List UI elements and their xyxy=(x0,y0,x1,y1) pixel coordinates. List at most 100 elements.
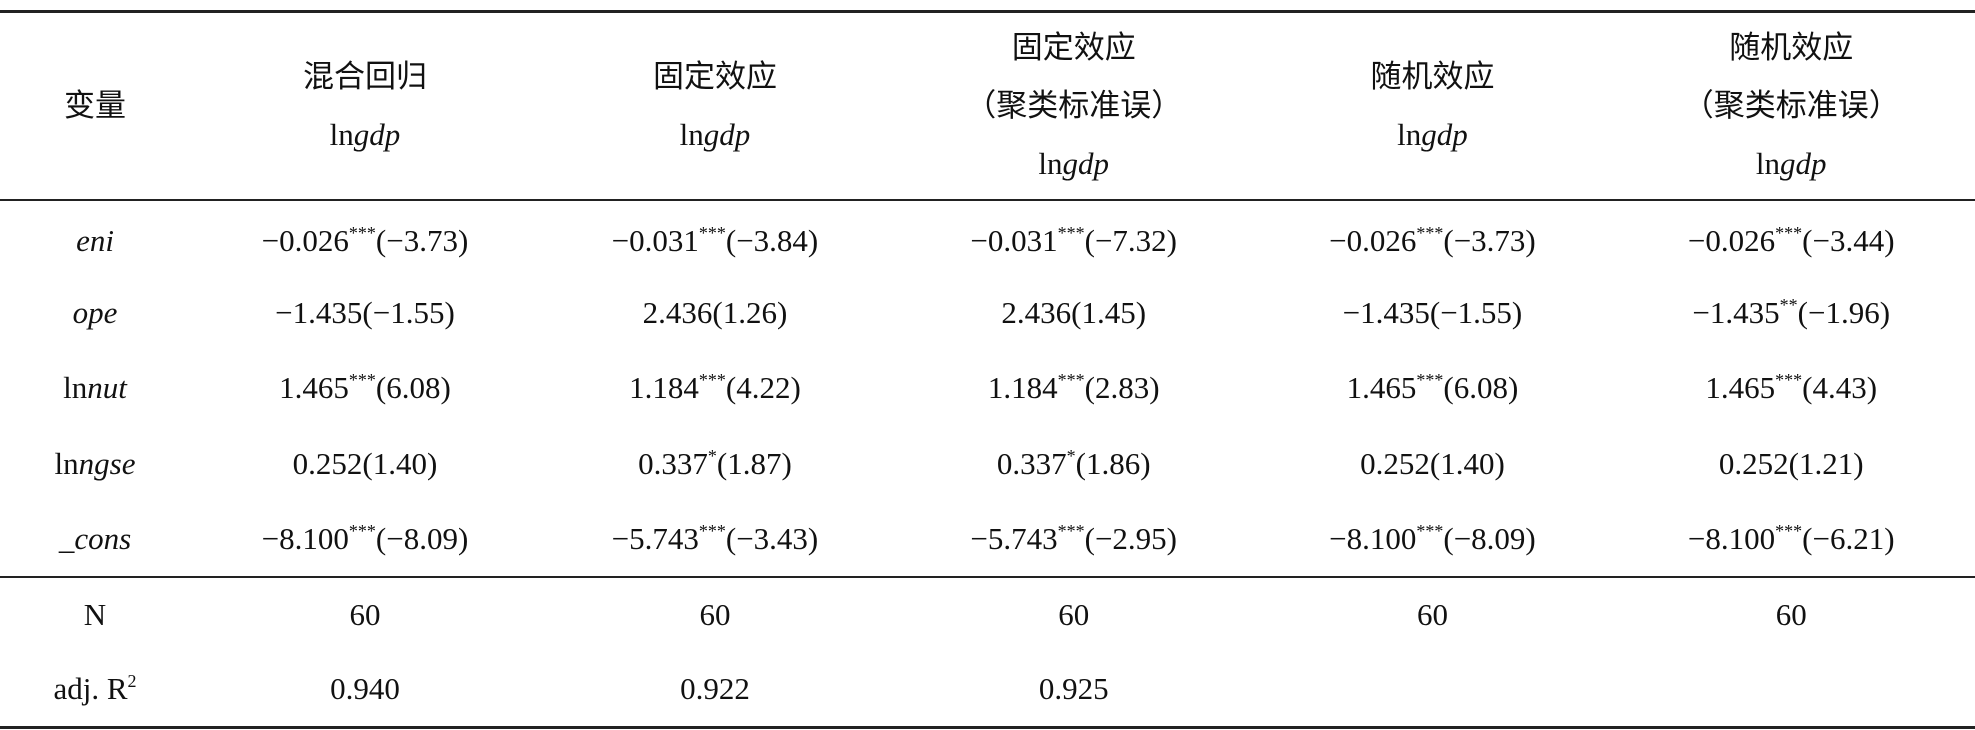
t-statistic: (1.40) xyxy=(1429,445,1505,481)
stat-value: 60 xyxy=(1775,597,1807,632)
cell: −1.435(−1.55) xyxy=(190,275,540,351)
t-statistic: (−3.43) xyxy=(725,520,819,556)
significance: ** xyxy=(1779,294,1798,315)
variable-name: lnnut xyxy=(0,351,190,427)
table-stats: N 60 60 60 60 60 adj. R2 0.940 0.922 0.925 xyxy=(0,577,1975,727)
stat-value: 0.925 xyxy=(1038,670,1109,706)
italic-text: ngse xyxy=(78,445,136,481)
stat-row: N 60 60 60 60 60 xyxy=(0,577,1975,652)
regression-table: 变量 混合回归 lngdp 固定效应 lngdp 固定效应 （聚类标准误） lngdp 随机效… xyxy=(0,10,1975,729)
significance: *** xyxy=(698,370,726,391)
coefficient: −0.031 xyxy=(611,222,699,258)
italic-text: gdp xyxy=(1062,145,1110,181)
header-label: 变量 xyxy=(64,87,126,123)
coefficient: 1.184 xyxy=(987,370,1058,406)
cell: −0.026***(−3.73) xyxy=(190,200,540,276)
cell xyxy=(1607,652,1975,727)
cell: 60 xyxy=(1607,577,1975,652)
t-statistic: (4.22) xyxy=(725,370,801,406)
cell: 2.436(1.26) xyxy=(540,275,890,351)
stat-name: N xyxy=(0,577,190,652)
coefficient: 2.436 xyxy=(642,294,713,330)
cell: 60 xyxy=(540,577,890,652)
significance: *** xyxy=(348,370,376,391)
t-statistic: (−3.73) xyxy=(375,222,469,258)
t-statistic: (−1.55) xyxy=(362,294,455,330)
t-statistic: (4.43) xyxy=(1802,370,1878,406)
dependent-variable: lngdp xyxy=(1607,135,1975,193)
cell: −1.435(−1.55) xyxy=(1257,275,1607,351)
significance: *** xyxy=(698,222,726,243)
cell: −0.026***(−3.73) xyxy=(1257,200,1607,276)
header-row: 变量 混合回归 lngdp 固定效应 lngdp 固定效应 （聚类标准误） lngdp 随机效… xyxy=(0,11,1975,200)
cell: 1.184***(4.22) xyxy=(540,351,890,427)
significance: *** xyxy=(698,520,726,541)
table-header: 变量 混合回归 lngdp 固定效应 lngdp 固定效应 （聚类标准误） lngdp 随机效… xyxy=(0,11,1975,200)
header-cell: 固定效应 lngdp xyxy=(540,12,890,200)
t-statistic: (−1.55) xyxy=(1429,294,1523,330)
coefficient: 1.465 xyxy=(1346,370,1417,406)
significance: *** xyxy=(1416,520,1444,541)
cell: −8.100***(−8.09) xyxy=(190,502,540,578)
stat-value: 60 xyxy=(1416,597,1448,632)
dependent-variable: lngdp xyxy=(190,106,540,164)
cell: 0.252(1.21) xyxy=(1607,426,1975,502)
t-statistic: (1.45) xyxy=(1071,294,1147,330)
stat-value: 0.940 xyxy=(330,670,400,706)
column-title: （聚类标准误） xyxy=(965,87,1183,123)
text: ln xyxy=(1755,145,1781,181)
table-body: eni −0.026***(−3.73) −0.031***(−3.84) −0.03… xyxy=(0,200,1975,578)
column-title: 混合回归 xyxy=(302,58,427,94)
significance: *** xyxy=(348,222,376,243)
coefficient: 0.252 xyxy=(1718,445,1789,481)
text: ln xyxy=(63,370,88,406)
coefficient: −8.100 xyxy=(1329,520,1417,556)
cell: −8.100***(−8.09) xyxy=(1257,502,1607,578)
t-statistic: (−8.09) xyxy=(375,520,469,556)
dependent-variable: lngdp xyxy=(540,106,890,164)
cell: 60 xyxy=(890,577,1258,652)
t-statistic: (−2.95) xyxy=(1084,520,1178,556)
significance: *** xyxy=(1775,222,1803,243)
stat-value: 0.922 xyxy=(680,670,750,706)
t-statistic: (6.08) xyxy=(375,370,451,406)
cell: 60 xyxy=(1257,577,1607,652)
column-title: 随机效应 xyxy=(1729,29,1854,65)
cell xyxy=(1257,652,1607,727)
t-statistic: (1.21) xyxy=(1788,445,1864,481)
significance: * xyxy=(1066,445,1076,466)
row: _cons −8.100***(−8.09) −5.743***(−3.43) −5.… xyxy=(0,502,1975,578)
text: N xyxy=(83,597,107,632)
significance: *** xyxy=(1057,222,1085,243)
row: lnngse 0.252(1.40) 0.337*(1.87) 0.337*(1.86… xyxy=(0,426,1975,502)
header-cell: 固定效应 （聚类标准误） lngdp xyxy=(890,12,1258,200)
italic-text: gdp xyxy=(1780,145,1827,181)
coefficient: −5.743 xyxy=(611,520,699,556)
coefficient: −0.031 xyxy=(970,222,1058,258)
coefficient: 1.465 xyxy=(1705,370,1776,406)
t-statistic: (−6.21) xyxy=(1802,520,1895,556)
significance: *** xyxy=(348,520,376,541)
coefficient: 0.252 xyxy=(1360,445,1430,481)
t-statistic: (−7.32) xyxy=(1084,222,1178,258)
significance: *** xyxy=(1057,520,1085,541)
cell: −5.743***(−3.43) xyxy=(540,502,890,578)
cell: 2.436(1.45) xyxy=(890,275,1258,351)
superscript: 2 xyxy=(127,670,137,691)
cell: 60 xyxy=(190,577,540,652)
coefficient: −0.026 xyxy=(1687,222,1776,258)
italic-text: ope xyxy=(72,294,118,330)
cell: −8.100***(−6.21) xyxy=(1607,502,1975,578)
variable-name: ope xyxy=(0,275,190,351)
text: adj. R xyxy=(53,670,128,706)
t-statistic: (−3.44) xyxy=(1802,222,1895,258)
coefficient: −1.435 xyxy=(1692,294,1780,330)
column-title: 固定效应 xyxy=(652,58,777,94)
cell: −0.026***(−3.44) xyxy=(1607,200,1975,276)
significance: * xyxy=(707,445,717,466)
coefficient: −0.026 xyxy=(261,222,349,258)
stat-name: adj. R2 xyxy=(0,652,190,727)
italic-text: nut xyxy=(87,370,127,406)
header-cell: 变量 xyxy=(0,12,190,200)
